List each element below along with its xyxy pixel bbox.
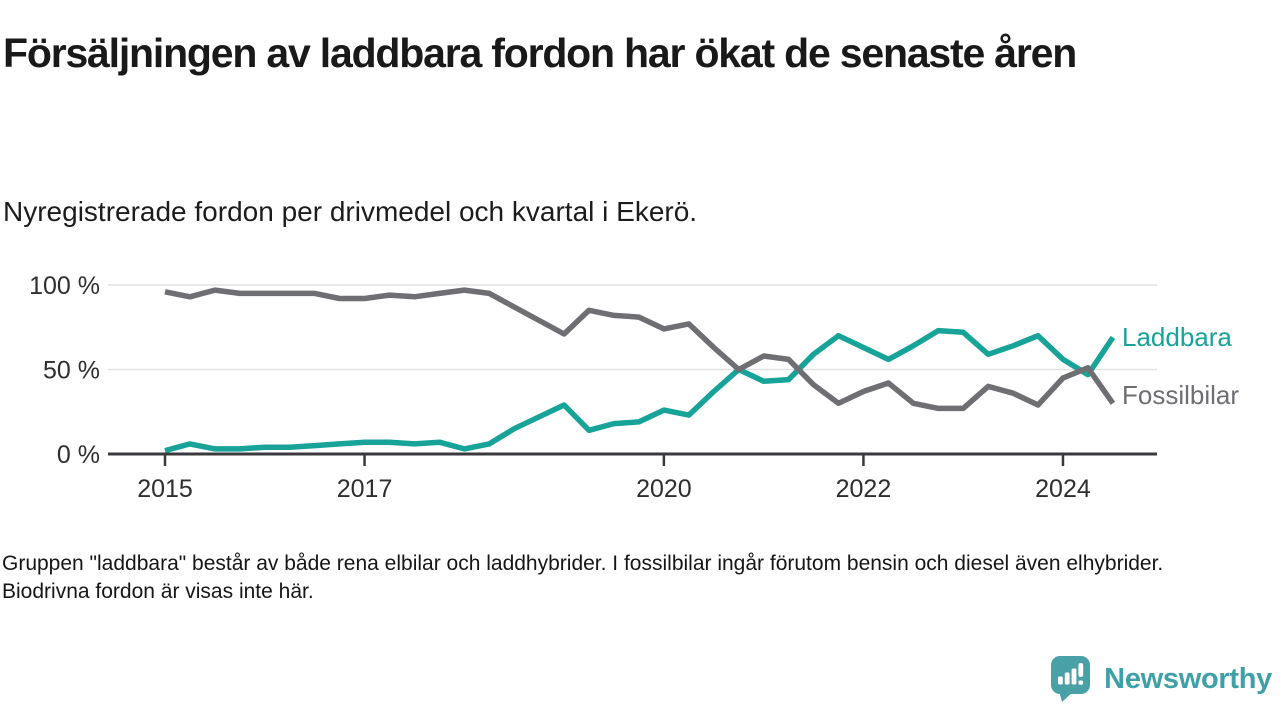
x-tick-label-2015: 2015: [137, 475, 193, 503]
footnote: Gruppen "laddbara" består av både rena e…: [2, 552, 1164, 603]
y-tick-label-50: 50 %: [43, 357, 100, 385]
y-tick-label-0: 0 %: [57, 441, 100, 469]
x-tick-label-2020: 2020: [636, 475, 692, 503]
branding: Newsworthy: [1050, 655, 1272, 703]
x-tick-label-2022: 2022: [836, 475, 892, 503]
chart-canvas: 0 % 50 % 100 % 2015 2017 2020 2022 2024: [29, 272, 1157, 503]
newsworthy-logo-icon: [1051, 656, 1091, 702]
legend-label-fossilbilar: Fossilbilar: [1122, 380, 1240, 410]
brand-name: Newsworthy: [1104, 662, 1272, 695]
x-tick-label-2024: 2024: [1035, 475, 1091, 503]
y-tick-label-100: 100 %: [29, 272, 100, 300]
legend-label-laddbara: Laddbara: [1122, 322, 1232, 352]
series-line-fossilbilar: [164, 287, 1116, 412]
chart-subtitle: Nyregistrerade fordon per drivmedel och …: [3, 196, 698, 227]
page-title: Försäljningen av laddbara fordon har öka…: [3, 30, 1077, 76]
series-line-laddbara: [164, 327, 1116, 454]
x-tick-label-2017: 2017: [337, 475, 393, 503]
